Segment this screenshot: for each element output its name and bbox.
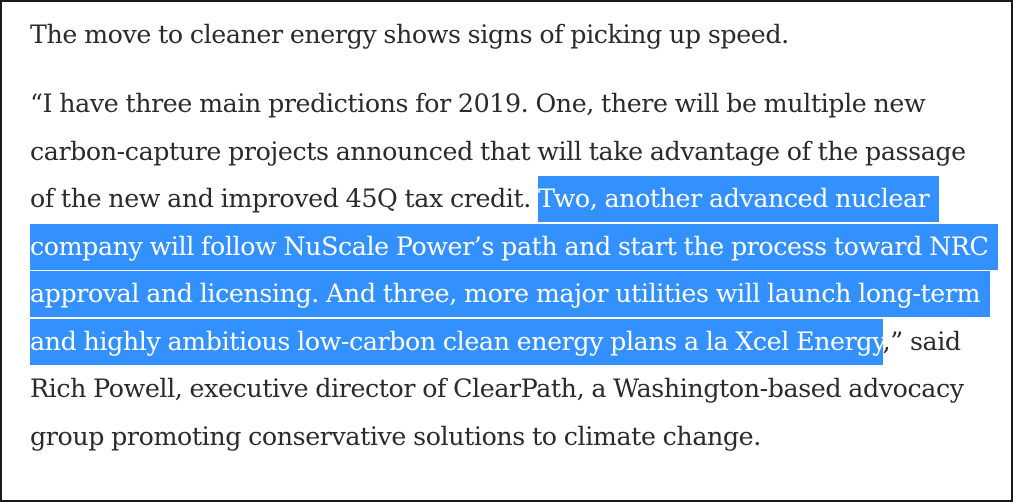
article-body: The move to cleaner energy shows signs o…	[30, 16, 1000, 460]
lead-paragraph[interactable]: The move to cleaner energy shows signs o…	[30, 20, 789, 49]
quote-line: group promoting conservative solutions t…	[30, 421, 761, 451]
selected-text-highlight: and highly ambitious low-carbon clean en…	[30, 318, 883, 365]
quote-line: “I have three main predictions for 2019.…	[30, 89, 926, 118]
selected-text-highlight: Two, another advanced nuclear	[538, 176, 940, 222]
quote-paragraph[interactable]: “I have three main predictions for 2019.…	[30, 80, 1000, 460]
quote-line-text: ,” said	[882, 326, 961, 356]
quote-line: company will follow NuScale Power’s path…	[30, 223, 1000, 271]
selected-text-highlight: approval and licensing. And three, more …	[30, 271, 991, 317]
quote-line: and highly ambitious low-carbon clean en…	[30, 318, 1000, 366]
selected-text-highlight: company will follow NuScale Power’s path…	[30, 223, 999, 270]
quote-line: of the new and improved 45Q tax credit. …	[30, 175, 1000, 223]
quote-line: Rich Powell, executive director of Clear…	[30, 374, 964, 403]
quote-line: approval and licensing. And three, more …	[30, 270, 1000, 318]
quote-line-text: of the new and improved 45Q tax credit.	[30, 184, 539, 213]
quote-line: carbon-capture projects announced that w…	[30, 136, 966, 166]
